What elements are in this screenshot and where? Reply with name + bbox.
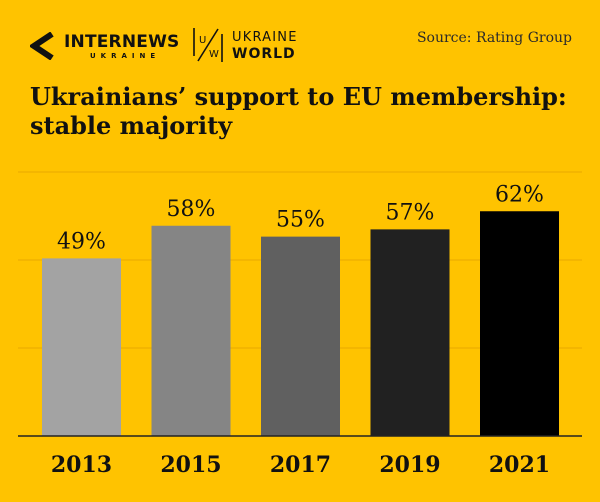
uw-line1: UKRAINE [232,30,298,45]
ukraine-world-logo: U W UKRAINE WORLD [190,26,320,68]
uw-letter-u: U [199,35,206,46]
bar-2017 [261,236,340,436]
value-label-2021: 62% [495,182,544,207]
x-tick-2015: 2015 [160,452,221,478]
internews-sub: UKRAINE [90,52,161,60]
value-label-2015: 58% [167,197,216,222]
x-tick-2021: 2021 [489,452,550,478]
x-tick-labels: 2013 2015 2017 2019 2021 [51,452,550,478]
title-plain: Ukrainians’ support to [30,82,343,111]
bar-2021 [480,211,559,436]
value-label-2013: 49% [57,229,106,254]
value-labels: 49% 58% 55% 57% 62% [57,182,544,254]
internews-name: INTERNEWS [64,32,180,52]
uw-letter-w: W [209,49,219,60]
title-bold: EU membership: [342,82,567,111]
bar-2013 [42,258,121,436]
internews-logo: INTERNEWS UKRAINE [30,28,180,68]
bars [42,211,559,436]
bar-2015 [151,225,231,436]
uw-line2: WORLD [232,46,296,62]
header: INTERNEWS UKRAINE U W UKRAINE WORLD Sour… [0,0,600,80]
source-label: Source: Rating Group [416,30,572,46]
chart-title: Ukrainians’ support to EU membership: sta… [30,82,590,140]
x-tick-2013: 2013 [51,452,112,478]
title-line2: stable majority [30,111,233,140]
bar-2019 [370,229,450,436]
x-tick-2017: 2017 [270,452,331,478]
value-label-2017: 55% [276,208,325,233]
value-label-2019: 57% [386,200,435,225]
ukraine-world-icon: U W [193,28,223,62]
internews-chevron-icon [30,32,54,60]
x-tick-2019: 2019 [379,452,440,478]
